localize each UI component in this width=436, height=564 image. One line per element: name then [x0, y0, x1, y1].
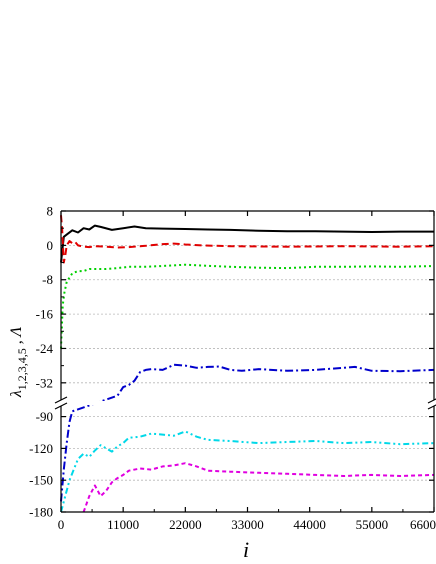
y-tick-label: -8	[42, 272, 53, 287]
axes	[54, 210, 436, 513]
y-tick-label: -150	[29, 473, 53, 488]
tick-labels: 8 0 -8 -16 -24 -32 -90 -120 -150 -180 0 11000 22000 3…	[29, 204, 436, 533]
x-tick-label: 11000	[107, 517, 139, 532]
y-tick-label: -90	[36, 409, 53, 424]
grid	[61, 210, 434, 513]
x-axis-label: i	[243, 537, 249, 562]
series-line-4	[60, 363, 435, 502]
series-line-2	[60, 215, 435, 264]
series-line-5	[60, 430, 435, 513]
x-tick-label: 55000	[356, 517, 389, 532]
x-tick-label: 44000	[293, 517, 326, 532]
y-tick-label: 8	[47, 204, 54, 219]
y-tick-label: -32	[36, 375, 53, 390]
plot-area	[55, 215, 436, 513]
x-tick-label: 6600	[410, 517, 436, 532]
series-line-3	[60, 263, 435, 349]
y-axis-label: λ1,2,3,4,5 , Λ	[8, 327, 29, 399]
x-tick-label: 33000	[231, 517, 264, 532]
y-tick-label: -16	[36, 307, 54, 322]
break-mark	[54, 402, 68, 410]
break-mark	[427, 404, 436, 410]
break-mark	[54, 396, 68, 404]
y-tick-label: -180	[29, 505, 53, 520]
break-mark	[427, 398, 436, 404]
y-tick-label: -24	[36, 341, 54, 356]
axis-break-gap	[55, 401, 436, 405]
series-line-6	[82, 462, 435, 513]
x-tick-label: 22000	[169, 517, 202, 532]
x-tick-label: 0	[58, 517, 65, 532]
series-line-1	[60, 224, 434, 263]
y-tick-label: 0	[47, 238, 54, 253]
y-tick-label: -120	[29, 441, 53, 456]
